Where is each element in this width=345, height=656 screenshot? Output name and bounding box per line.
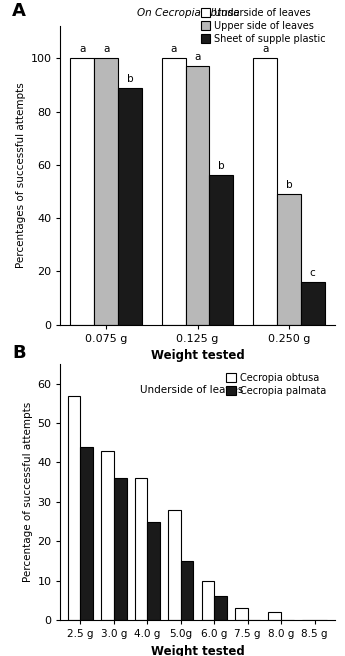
Text: B: B <box>12 344 26 361</box>
Bar <box>114 478 127 620</box>
Bar <box>168 510 181 620</box>
Bar <box>214 596 227 620</box>
Bar <box>209 175 233 325</box>
Y-axis label: Percentage of successful attempts: Percentage of successful attempts <box>23 402 33 582</box>
X-axis label: Weight tested: Weight tested <box>151 644 244 656</box>
Bar <box>186 66 209 325</box>
Text: b: b <box>286 180 292 190</box>
Bar <box>118 87 142 325</box>
Text: A: A <box>12 3 26 20</box>
Bar <box>235 608 248 620</box>
Bar <box>162 58 186 325</box>
Text: a: a <box>194 52 201 62</box>
Bar <box>147 522 160 620</box>
Bar <box>201 581 214 620</box>
Bar <box>181 561 194 620</box>
X-axis label: Weight tested: Weight tested <box>151 349 244 362</box>
Text: a: a <box>262 44 268 54</box>
Bar <box>101 451 114 620</box>
Text: a: a <box>103 44 109 54</box>
Text: a: a <box>79 44 86 54</box>
Bar <box>94 58 118 325</box>
Y-axis label: Percentages of successful attempts: Percentages of successful attempts <box>16 83 26 268</box>
Text: c: c <box>310 268 316 278</box>
Bar <box>277 194 301 325</box>
Text: b: b <box>127 73 133 83</box>
Bar <box>80 447 93 620</box>
Bar <box>70 58 94 325</box>
Bar <box>301 282 325 325</box>
Bar <box>68 396 80 620</box>
Text: On Cecropia obtusa: On Cecropia obtusa <box>137 9 240 18</box>
Text: b: b <box>218 161 225 171</box>
Bar <box>253 58 277 325</box>
Legend: Cecropia obtusa, Cecropia palmata: Cecropia obtusa, Cecropia palmata <box>222 369 330 400</box>
Text: Underside of leaves: Underside of leaves <box>140 384 243 394</box>
Bar <box>268 612 281 620</box>
Legend: Underside of leaves, Upper side of leaves, Sheet of supple plastic: Underside of leaves, Upper side of leave… <box>197 4 330 48</box>
Bar <box>135 478 147 620</box>
Text: a: a <box>170 44 177 54</box>
